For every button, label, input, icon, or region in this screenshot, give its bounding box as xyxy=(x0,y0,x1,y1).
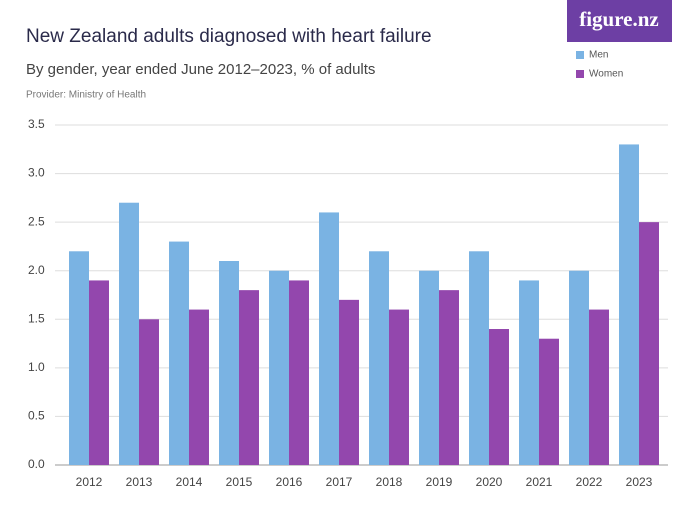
legend-label: Women xyxy=(589,69,623,80)
legend-swatch xyxy=(576,70,584,78)
bar xyxy=(169,241,189,465)
bar xyxy=(489,329,509,465)
bar xyxy=(319,212,339,465)
x-tick-label: 2018 xyxy=(376,475,403,489)
bar xyxy=(389,309,409,465)
y-tick-label: 2.0 xyxy=(28,263,45,277)
logo-box xyxy=(567,0,672,42)
x-tick-label: 2019 xyxy=(426,475,453,489)
y-tick-label: 0.0 xyxy=(28,457,45,471)
legend-swatch xyxy=(576,51,584,59)
x-tick-label: 2020 xyxy=(476,475,503,489)
bar xyxy=(339,299,359,465)
bar xyxy=(439,290,459,465)
x-tick-label: 2013 xyxy=(126,475,153,489)
bar xyxy=(619,144,639,465)
x-tick-label: 2017 xyxy=(326,475,353,489)
x-tick-label: 2022 xyxy=(576,475,603,489)
bar xyxy=(89,280,109,465)
bar xyxy=(139,319,159,465)
bar xyxy=(289,280,309,465)
y-tick-label: 3.5 xyxy=(28,117,45,131)
x-tick-label: 2023 xyxy=(626,475,653,489)
bar xyxy=(569,270,589,465)
y-tick-label: 0.5 xyxy=(28,409,45,423)
bar xyxy=(419,270,439,465)
bar xyxy=(539,338,559,465)
x-tick-label: 2015 xyxy=(226,475,253,489)
chart-title: New Zealand adults diagnosed with heart … xyxy=(26,26,432,47)
x-tick-label: 2016 xyxy=(276,475,303,489)
bar xyxy=(69,251,89,465)
x-tick-label: 2014 xyxy=(176,475,203,489)
legend-label: Men xyxy=(589,50,608,61)
chart-subtitle: By gender, year ended June 2012–2023, % … xyxy=(26,61,375,78)
bar xyxy=(119,202,139,465)
y-tick-label: 3.0 xyxy=(28,166,45,180)
bar xyxy=(589,309,609,465)
y-tick-label: 1.0 xyxy=(28,360,45,374)
y-tick-label: 2.5 xyxy=(28,214,45,228)
bar xyxy=(239,290,259,465)
bar xyxy=(519,280,539,465)
provider: Provider: Ministry of Health xyxy=(26,90,146,101)
bar xyxy=(269,270,289,465)
bar xyxy=(369,251,389,465)
bar xyxy=(469,251,489,465)
bar xyxy=(639,222,659,465)
logo: figure.nz xyxy=(579,7,659,31)
x-tick-label: 2021 xyxy=(526,475,553,489)
x-tick-label: 2012 xyxy=(76,475,103,489)
bar xyxy=(219,261,239,465)
y-tick-label: 1.5 xyxy=(28,311,45,325)
bar xyxy=(189,309,209,465)
